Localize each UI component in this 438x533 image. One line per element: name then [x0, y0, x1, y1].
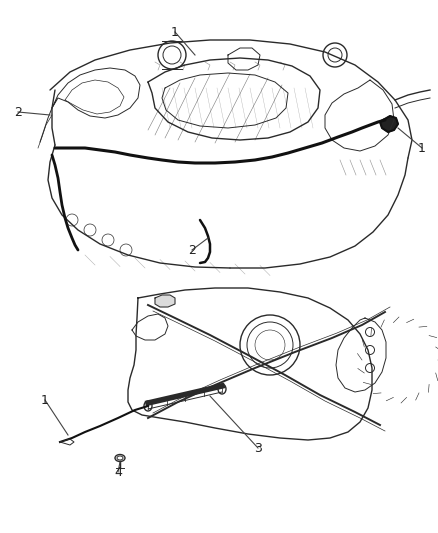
- Text: 2: 2: [14, 106, 22, 118]
- Text: 1: 1: [41, 393, 49, 407]
- Text: 2: 2: [188, 244, 196, 256]
- Text: 1: 1: [171, 26, 179, 38]
- Polygon shape: [155, 295, 175, 307]
- Text: 4: 4: [114, 465, 122, 479]
- Polygon shape: [380, 116, 398, 132]
- Text: 1: 1: [418, 141, 426, 155]
- Text: 3: 3: [254, 441, 262, 455]
